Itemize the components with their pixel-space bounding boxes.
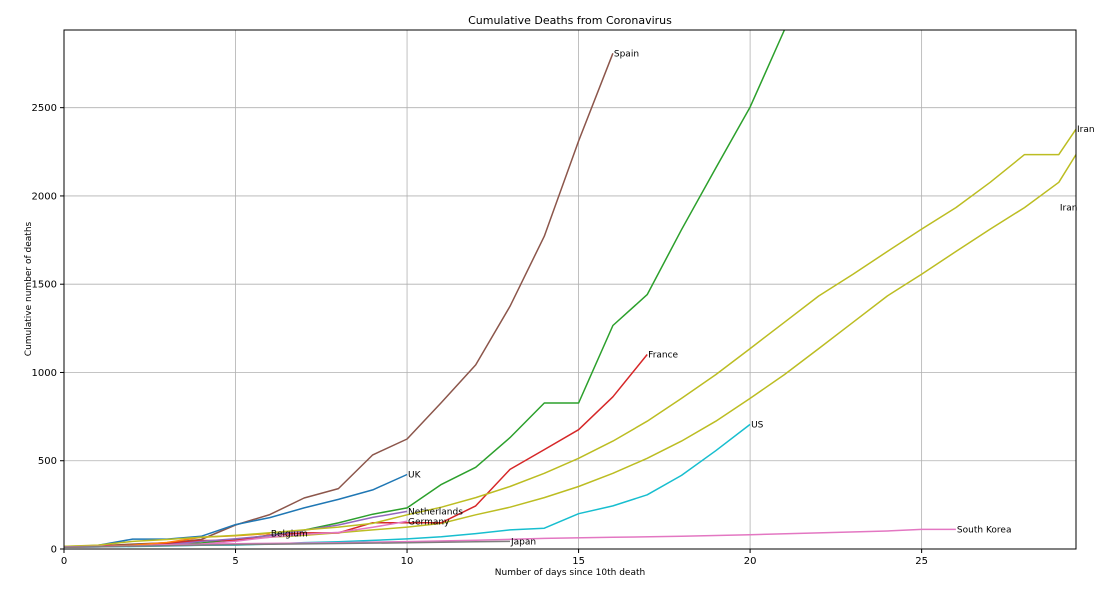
series-label-germany: Germany <box>408 517 450 527</box>
x-tick-label: 25 <box>915 556 928 567</box>
series-label-netherlands: Netherlands <box>408 507 463 517</box>
series-line-japan <box>63 540 511 548</box>
y-tick-label: 500 <box>38 456 57 467</box>
grid <box>63 30 1076 550</box>
series-line-iran2 <box>63 128 1077 548</box>
series-line-spain <box>63 53 614 548</box>
x-axis-label: Number of days since 10th death <box>495 568 645 578</box>
x-tick-label: 10 <box>401 556 414 567</box>
y-tick-label: 1500 <box>32 280 57 291</box>
y-tick-label: 0 <box>51 545 57 556</box>
series-label-iran-teal: Iran <box>1060 204 1078 214</box>
series-lines <box>63 29 1077 548</box>
axis-ticks: 0 5 10 15 20 25 0 500 1000 1500 2000 2500 <box>32 103 928 567</box>
series-line-iran <box>63 154 1077 548</box>
series-line-uk <box>63 473 408 548</box>
plot-frame <box>63 29 1077 550</box>
x-tick-label: 20 <box>744 556 757 567</box>
x-tick-label: 0 <box>61 556 67 567</box>
series-label-japan: Japan <box>510 537 536 547</box>
series-label-us: US <box>751 420 764 430</box>
x-tick-label: 15 <box>572 556 585 567</box>
x-tick-label: 5 <box>232 556 238 567</box>
series-line-south-korea <box>63 528 956 548</box>
y-tick-label: 1000 <box>32 368 57 379</box>
y-tick-label: 2000 <box>32 191 57 202</box>
series-label-south-korea: South Korea <box>957 525 1012 535</box>
y-tick-label: 2500 <box>32 103 57 114</box>
series-label-iran2: Iran <box>1077 125 1095 135</box>
series-label-uk: UK <box>408 471 422 481</box>
series-label-belgium: Belgium <box>271 529 308 539</box>
chart-title: Cumulative Deaths from Coronavirus <box>468 14 672 27</box>
series-label-spain: Spain <box>614 49 639 59</box>
y-axis-label: Cumulative number of deaths <box>24 221 34 356</box>
series-label-france: France <box>648 350 678 360</box>
